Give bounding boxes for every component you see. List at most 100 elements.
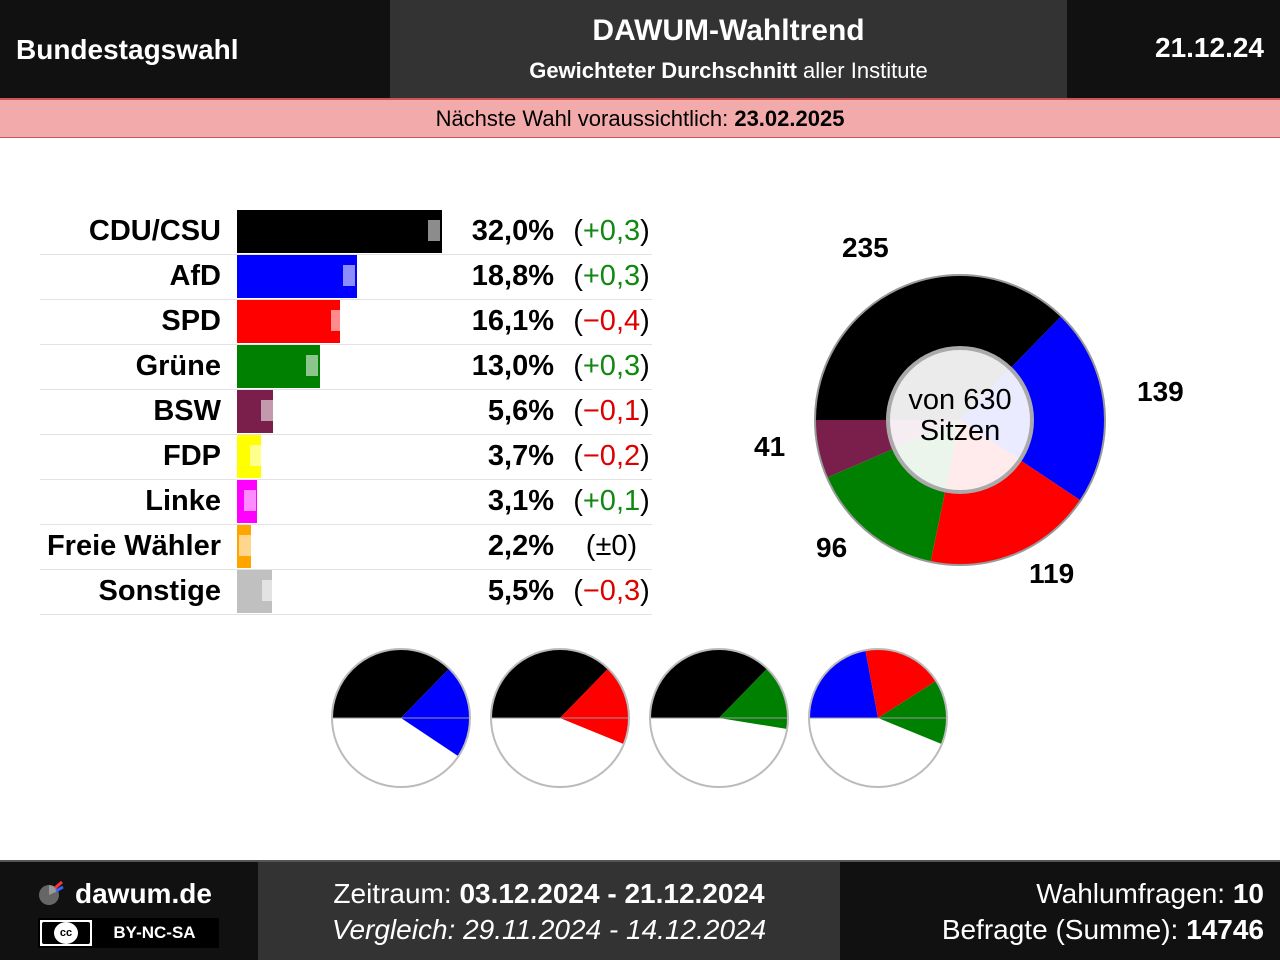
bar-prev-marker-fdp [249,445,262,466]
coalition-slice-afd [809,650,878,718]
party-percent: 3,7% [487,440,554,472]
footer-right: Wahlumfragen: 10 Befragte (Summe): 14746 [840,860,1280,960]
coalition-slice-afd [401,668,470,757]
subtitle-bold: Gewichteter Durchschnitt [529,58,797,83]
compare-line: Vergleich: 29.11.2024 - 14.12.2024 [331,914,767,945]
cc-logo: cc [42,922,90,944]
bar-row: CDU/CSU 32,0% (+0,3) [40,210,652,255]
seat-label-cdu: 235 [842,232,889,263]
change-value: −0,1 [582,395,641,427]
change-value: +0,1 [582,485,641,517]
party-name: CDU/CSU [88,215,221,247]
party-change: (+0,3) [573,260,650,292]
party-percent: 16,1% [471,305,554,337]
party-percent: 5,6% [487,395,554,427]
party-percent: 5,5% [487,575,554,607]
subtitle-rest: aller Institute [803,58,928,83]
license-badge[interactable]: cc BY-NC-SA [38,918,219,948]
coalition-slice-cducsu [332,648,450,718]
bar-row: Freie Wähler 2,2% (±0) [40,525,652,570]
bar-prev-marker-bsw [261,400,274,421]
bar-prev-marker-sonstige [262,580,275,601]
party-name: Grüne [135,350,221,382]
donut-center-label: von 630 Sitzen [890,385,1030,447]
polls-value: 10 [1232,878,1264,909]
party-change: (−0,1) [573,395,650,427]
respondents-line: Befragte (Summe): 14746 [942,914,1264,946]
page-title: DAWUM-Wahltrend [592,14,865,47]
election-name: Bundestagswahl [16,34,239,65]
party-name: SPD [161,305,221,337]
party-percent: 2,2% [487,530,554,562]
license-text: BY-NC-SA [92,920,217,946]
bar-row: SPD 16,1% (−0,4) [40,300,652,345]
party-change: (±0) [585,530,638,562]
change-value: ±0 [595,530,628,562]
header-center: DAWUM-Wahltrend Gewichteter Durchschnitt… [390,0,1067,98]
coalition-pie-outline [649,648,789,788]
next-election-label: Nächste Wahl voraussichtlich: [435,106,729,131]
respondents-label: Befragte (Summe): [941,914,1179,945]
party-name: Freie Wähler [46,530,221,562]
next-election-date: 23.02.2025 [734,106,845,131]
party-name: Sonstige [98,575,221,607]
coalition-slice-spd [865,648,937,718]
row-separator [40,254,652,255]
next-election-banner: Nächste Wahl voraussichtlich: 23.02.2025 [0,98,1280,138]
party-change: (+0,3) [573,215,650,247]
bar-cducsu [237,210,442,253]
party-percent: 13,0% [471,350,554,382]
row-separator [40,344,652,345]
party-percent: 3,1% [487,485,554,517]
party-change: (+0,3) [573,350,650,382]
period-value: 03.12.2024 - 21.12.2024 [459,878,765,909]
change-value: +0,3 [582,215,641,247]
bar-row: FDP 3,7% (−0,2) [40,435,652,480]
bar-row: BSW 5,6% (−0,1) [40,390,652,435]
cc-icon: cc [54,922,78,944]
seat-label-bsw: 41 [754,431,786,462]
coalition-slice-cducsu [491,648,609,718]
bar-spd [237,300,341,343]
change-value: −0,4 [582,305,641,337]
coalition-slice-grne [719,668,788,729]
party-name: FDP [163,440,221,472]
row-separator [40,389,652,390]
bar-row: Grüne 13,0% (+0,3) [40,345,652,390]
party-change: (−0,3) [573,575,650,607]
bar-prev-marker-afd [343,265,356,286]
polls-label: Wahlumfragen: [1036,878,1226,909]
coalition-pie-outline [490,648,630,788]
seat-label-gruene: 96 [816,532,848,563]
party-name: Linke [145,485,221,517]
bar-afd [237,255,358,298]
bar-prev-marker-linke [244,490,257,511]
header-date: 21.12.24 [1155,32,1264,63]
period-line: Zeitraum: 03.12.2024 - 21.12.2024 [258,878,840,910]
change-value: −0,3 [582,575,641,607]
bar-row: Linke 3,1% (+0,1) [40,480,652,525]
bar-row: AfD 18,8% (+0,3) [40,255,652,300]
bar-prev-marker-spd [330,310,343,331]
party-name: BSW [153,395,221,427]
coalition-pie-outline [331,648,471,788]
donut-center-line1: von 630 [908,384,1012,416]
bar-prev-marker-cducsu [427,220,440,241]
row-separator [40,479,652,480]
coalition-slice-cducsu [650,648,768,718]
header-left: Bundestagswahl [0,0,390,98]
coalition-slice-spd [560,668,630,745]
party-change: (−0,2) [573,440,650,472]
row-separator [40,569,652,570]
footer-center: Zeitraum: 03.12.2024 - 21.12.2024 Vergle… [258,860,840,960]
header-right: 21.12.24 [1067,0,1280,98]
bar-prev-marker-freiewhler [239,535,252,556]
coalition-pie-outline [808,648,948,788]
row-separator [40,614,652,615]
bar-row: Sonstige 5,5% (−0,3) [40,570,652,615]
party-percent: 18,8% [471,260,554,292]
row-separator [40,524,652,525]
coalition-pie-bg [809,649,947,787]
brand-link[interactable]: dawum.de [75,878,212,909]
period-label: Zeitraum: [333,878,452,909]
